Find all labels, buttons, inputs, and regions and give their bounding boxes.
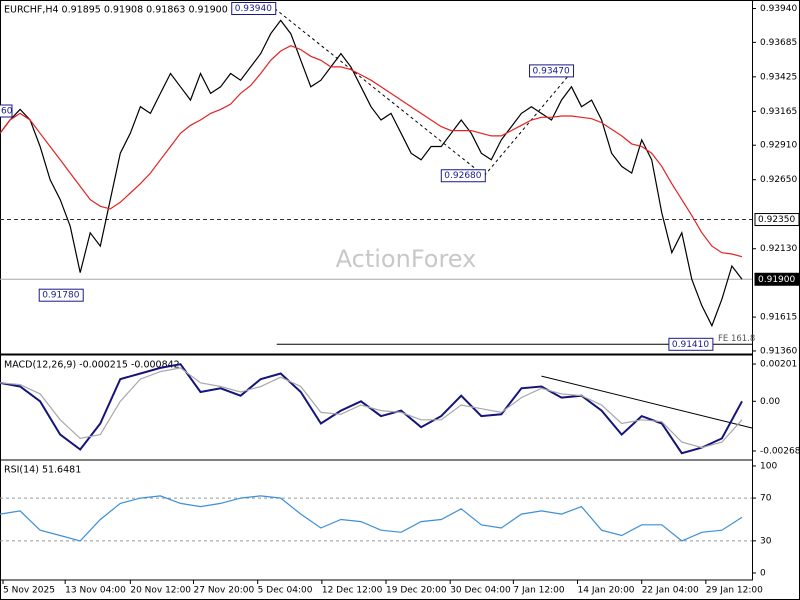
series-line <box>0 19 743 328</box>
pivot-box <box>440 169 486 183</box>
y-tick-label: 0.93425 <box>760 72 797 82</box>
series-line <box>0 495 743 542</box>
fe-label: FE 161.8 <box>718 334 755 344</box>
y-tick-label: 70 <box>760 494 772 504</box>
panel <box>0 0 753 355</box>
pivot-label: 0.93940 <box>235 4 272 14</box>
panel-title: RSI(14) 51.6481 <box>4 465 81 476</box>
x-tick-label: 5 Dec 04:00 <box>258 586 313 596</box>
pivot-box <box>668 337 714 351</box>
price-label-box <box>754 213 800 227</box>
pivot-label: 0.91410 <box>672 340 709 350</box>
pivot-label: 0.92680 <box>444 171 481 181</box>
panel <box>0 459 753 581</box>
panel-title: MACD(12,26,9) -0.000215 -0.000842 <box>4 360 180 371</box>
x-tick-label: 19 Dec 20:00 <box>386 586 447 596</box>
y-tick-label: 0.93165 <box>760 107 797 117</box>
edge-label: 60 <box>1 107 13 117</box>
y-tick-label: -0.002681 <box>760 446 800 456</box>
x-tick-label: 20 Nov 12:00 <box>130 586 191 596</box>
price-label-box <box>754 272 800 286</box>
y-tick-label: 30 <box>760 536 772 546</box>
y-tick-label: 0.00201 <box>760 360 797 370</box>
x-tick-label: 29 Jan 12:00 <box>706 586 763 596</box>
y-tick-label: 100 <box>760 461 777 471</box>
panel-title: EURCHF,H4 0.91895 0.91908 0.91863 0.9190… <box>4 5 228 16</box>
series-line <box>0 45 743 258</box>
y-tick-label: 0.91360 <box>760 346 797 356</box>
x-tick-label: 5 Nov 2025 <box>3 586 55 596</box>
y-tick-label: 0.00 <box>760 397 780 407</box>
y-tick-label: 0.92130 <box>760 244 797 254</box>
x-tick-label: 30 Dec 04:00 <box>450 586 511 596</box>
series-line <box>0 363 743 455</box>
edge-box <box>0 104 13 118</box>
pivot-box <box>529 64 575 78</box>
x-tick-label: 14 Jan 20:00 <box>578 586 635 596</box>
x-tick-label: 7 Jan 12:00 <box>513 586 565 596</box>
x-tick-label: 22 Jan 04:00 <box>642 586 699 596</box>
y-tick-label: 0 <box>760 568 766 578</box>
y-tick-label: 0.92910 <box>760 141 797 151</box>
pivot-label: 0.93470 <box>533 66 570 76</box>
y-tick-label: 0.93685 <box>760 38 797 48</box>
pivot-box <box>231 2 277 16</box>
trend-line <box>274 8 485 177</box>
series-line <box>0 367 743 449</box>
pivot-label: 0.91780 <box>42 291 79 301</box>
x-tick-label: 27 Nov 20:00 <box>194 586 255 596</box>
trend-line <box>541 375 753 429</box>
pivot-box <box>38 288 84 302</box>
price-label: 0.91900 <box>758 275 795 285</box>
y-tick-label: 0.91615 <box>760 313 797 323</box>
x-tick-label: 13 Nov 04:00 <box>65 586 126 596</box>
y-tick-label: 0.92650 <box>760 175 797 185</box>
price-label: 0.92350 <box>758 215 795 225</box>
watermark: ActionForex <box>336 245 477 273</box>
trend-line <box>483 70 573 177</box>
y-tick-label: 0.93940 <box>760 4 797 14</box>
x-tick-label: 12 Dec 12:00 <box>322 586 383 596</box>
